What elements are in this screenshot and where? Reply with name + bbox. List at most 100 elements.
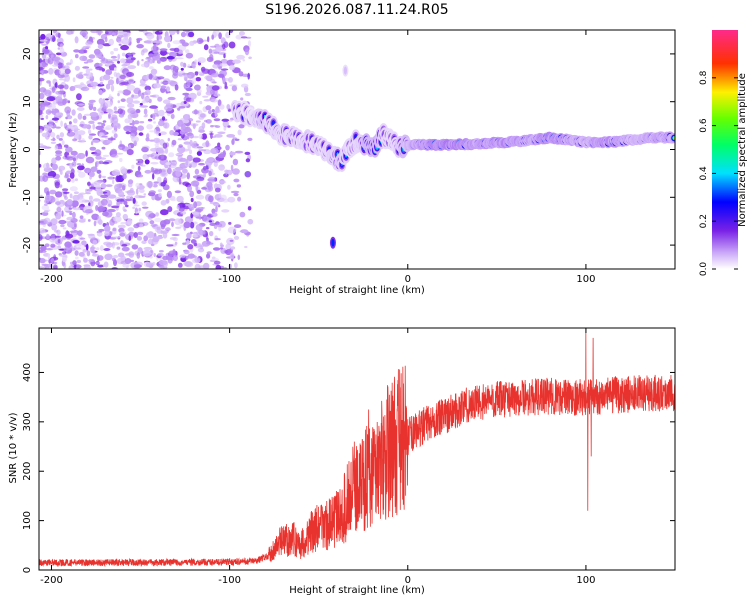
- heatmap-noise-cell: [167, 80, 176, 85]
- heatmap-noise-cell: [93, 220, 97, 227]
- spectrogram-x-tick-label: 100: [576, 274, 595, 285]
- heatmap-noise-cell: [89, 112, 99, 117]
- heatmap-noise-cell: [54, 145, 59, 151]
- heatmap-noise-cell: [133, 114, 136, 117]
- heatmap-noise-cell: [102, 120, 107, 123]
- heatmap-noise-cell: [52, 137, 56, 141]
- heatmap-noise-cell: [43, 210, 49, 213]
- heatmap-noise-cell: [182, 119, 190, 124]
- heatmap-noise-cell: [143, 108, 148, 115]
- heatmap-noise-cell: [148, 58, 154, 64]
- heatmap-noise-cell: [96, 83, 105, 87]
- heatmap-noise-cell: [72, 138, 77, 142]
- heatmap-noise-cell: [75, 256, 79, 260]
- heatmap-noise-cell: [83, 113, 91, 116]
- heatmap-noise-cell: [183, 101, 187, 104]
- heatmap-noise-cell: [158, 133, 162, 136]
- heatmap-noise-cell: [95, 162, 98, 168]
- heatmap-noise-cell: [44, 194, 52, 202]
- heatmap-noise-cell: [53, 264, 58, 269]
- heatmap-noise-cell: [143, 193, 147, 196]
- heatmap-noise-cell: [192, 63, 196, 69]
- heatmap-noise-cell: [210, 98, 218, 103]
- heatmap-noise-cell: [137, 165, 141, 171]
- heatmap-noise-cell: [117, 53, 121, 60]
- heatmap-noise-cell: [147, 231, 154, 238]
- heatmap-noise-cell: [115, 152, 124, 155]
- heatmap-noise-cell: [131, 164, 135, 169]
- heatmap-noise-cell: [126, 169, 131, 174]
- heatmap-noise-cell: [112, 236, 121, 239]
- heatmap-noise-cell: [168, 152, 175, 158]
- heatmap-noise-cell: [213, 247, 221, 251]
- heatmap-noise-cell: [48, 67, 54, 75]
- heatmap-noise-cell: [44, 124, 54, 128]
- heatmap-noise-cell: [195, 224, 203, 231]
- heatmap-noise-cell: [82, 115, 87, 121]
- heatmap-noise-cell: [101, 146, 106, 150]
- heatmap-noise-cell: [91, 213, 100, 220]
- heatmap-noise-cell: [229, 64, 235, 71]
- heatmap-noise-cell: [104, 225, 111, 233]
- heatmap-noise-cell: [46, 96, 56, 102]
- heatmap-noise-cell: [218, 180, 227, 184]
- heatmap-noise-cell: [96, 189, 104, 197]
- heatmap-noise-cell: [161, 116, 166, 121]
- heatmap-noise-cell: [208, 163, 212, 170]
- heatmap-noise-cell: [82, 45, 91, 49]
- heatmap-noise-cell: [62, 98, 67, 106]
- heatmap-noise-cell: [79, 30, 89, 36]
- heatmap-noise-cell: [237, 254, 241, 261]
- heatmap-noise-cell: [116, 77, 119, 85]
- heatmap-noise-cell: [128, 37, 132, 42]
- heatmap-noise-cell: [98, 89, 103, 96]
- heatmap-noise-cell: [46, 263, 52, 268]
- heatmap-noise-cell: [167, 137, 170, 142]
- heatmap-noise-cell: [100, 81, 103, 85]
- snr-y-tick-label: 200: [22, 462, 33, 481]
- heatmap-noise-cell: [196, 37, 204, 45]
- heatmap-isolated-feature-core: [343, 66, 348, 75]
- heatmap-noise-cell: [121, 52, 126, 57]
- heatmap-noise-cell: [228, 41, 236, 49]
- heatmap-noise-cell: [59, 254, 68, 257]
- heatmap-noise-cell: [57, 47, 61, 50]
- heatmap-noise-cell: [124, 118, 130, 124]
- heatmap-noise-cell: [102, 211, 109, 217]
- heatmap-noise-cell: [120, 81, 129, 85]
- heatmap-noise-cell: [196, 151, 202, 156]
- heatmap-noise-cell: [39, 92, 45, 100]
- heatmap-noise-cell: [40, 33, 46, 40]
- heatmap-noise-cell: [123, 200, 128, 205]
- figure-title: S196.2026.087.11.24.R05: [265, 2, 448, 18]
- heatmap-noise-cell: [44, 187, 49, 194]
- heatmap-noise-cell: [135, 188, 139, 195]
- heatmap-noise-cell: [122, 206, 126, 212]
- heatmap-noise-cell: [85, 150, 88, 157]
- heatmap-noise-cell: [83, 49, 88, 54]
- heatmap-noise-cell: [194, 84, 201, 91]
- heatmap-noise-cell: [180, 61, 184, 67]
- heatmap-noise-cell: [215, 205, 218, 213]
- heatmap-noise-cell: [78, 171, 86, 178]
- heatmap-noise-cell: [113, 67, 117, 72]
- heatmap-noise-cell: [66, 30, 73, 35]
- snr-background: [39, 328, 675, 570]
- heatmap-noise-cell: [131, 244, 139, 250]
- heatmap-noise-cell: [217, 142, 221, 148]
- heatmap-noise-cell: [82, 249, 87, 253]
- heatmap-noise-cell: [136, 37, 143, 41]
- heatmap-noise-cell: [153, 121, 156, 124]
- heatmap-noise-cell: [60, 120, 63, 127]
- heatmap-noise-cell: [63, 84, 69, 90]
- heatmap-noise-cell: [166, 190, 172, 198]
- heatmap-noise-cell: [185, 79, 194, 86]
- heatmap-noise-cell: [110, 154, 119, 159]
- heatmap-noise-cell: [69, 247, 76, 251]
- heatmap-noise-cell: [117, 92, 120, 97]
- heatmap-noise-cell: [160, 85, 167, 89]
- heatmap-noise-cell: [72, 128, 80, 131]
- heatmap-noise-cell: [244, 245, 248, 249]
- heatmap-noise-cell: [135, 182, 140, 188]
